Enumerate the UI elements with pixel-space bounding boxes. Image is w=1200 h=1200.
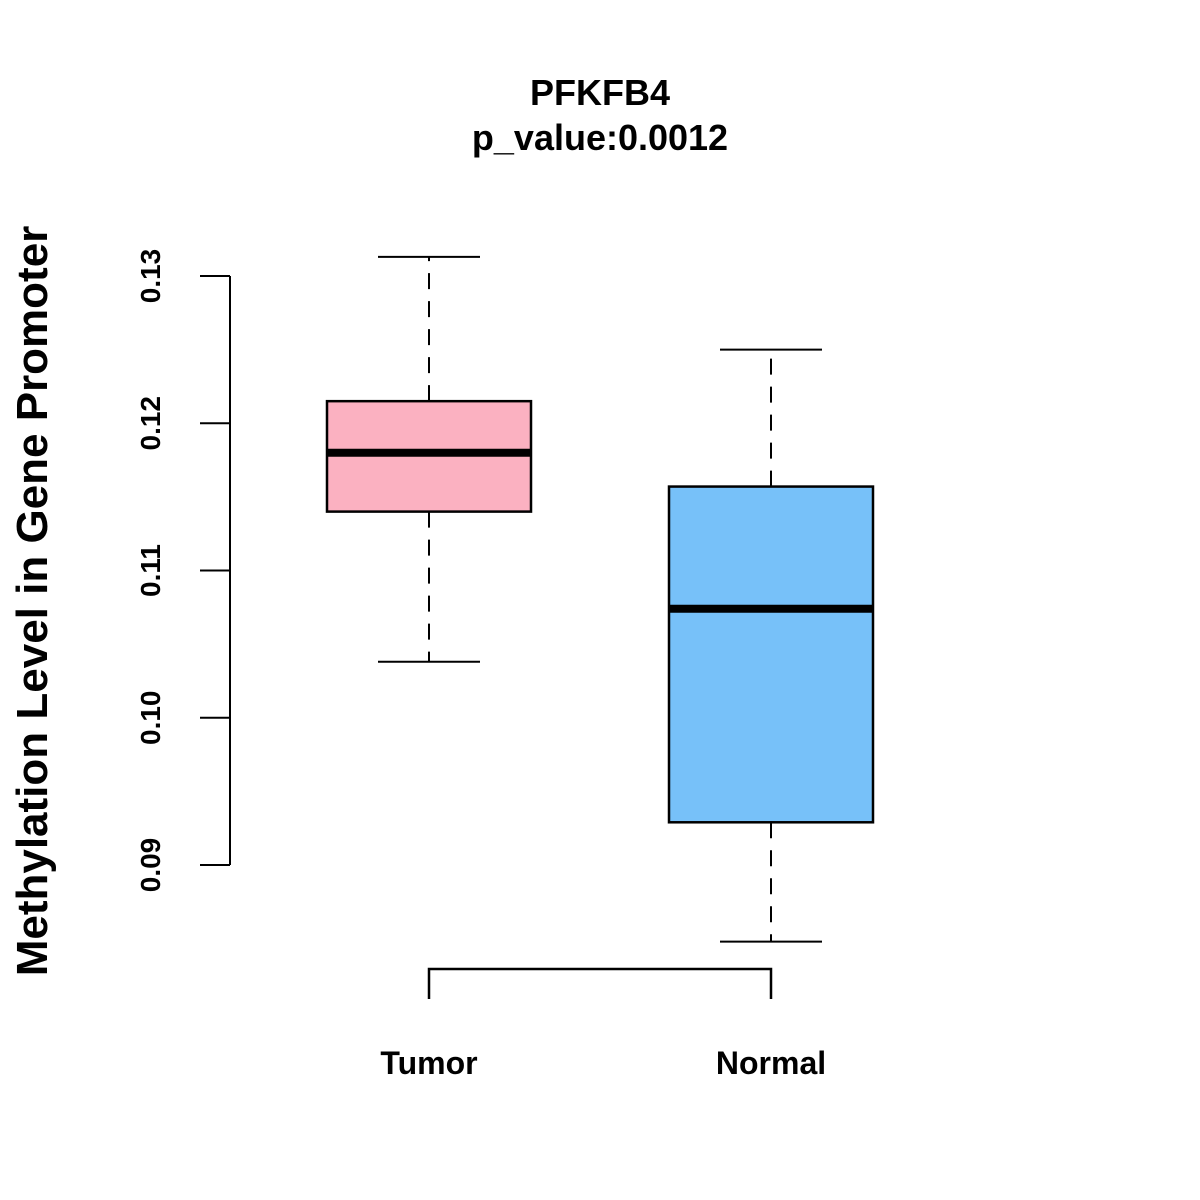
y-tick-label: 0.13	[135, 249, 166, 304]
y-tick-label: 0.09	[135, 838, 166, 893]
y-tick-label: 0.11	[135, 544, 166, 597]
bracket-line	[427, 967, 773, 999]
comparison-bracket	[427, 967, 773, 999]
y-axis-label: Methylation Level in Gene Promoter	[8, 226, 57, 977]
box-normal	[667, 348, 875, 943]
category-label-normal: Normal	[716, 1045, 826, 1081]
y-tick-label: 0.12	[135, 396, 166, 451]
y-tick-label: 0.10	[135, 691, 166, 746]
chart-subtitle: p_value:0.0012	[472, 117, 728, 158]
box-body	[667, 485, 875, 824]
box-tumor	[325, 255, 533, 663]
category-labels: Tumor Normal	[380, 1045, 826, 1081]
y-axis: 0.09 0.10 0.11 0.12 0.13	[135, 249, 231, 893]
boxes	[325, 255, 875, 943]
category-label-tumor: Tumor	[380, 1045, 477, 1081]
chart-title: PFKFB4	[530, 72, 670, 113]
